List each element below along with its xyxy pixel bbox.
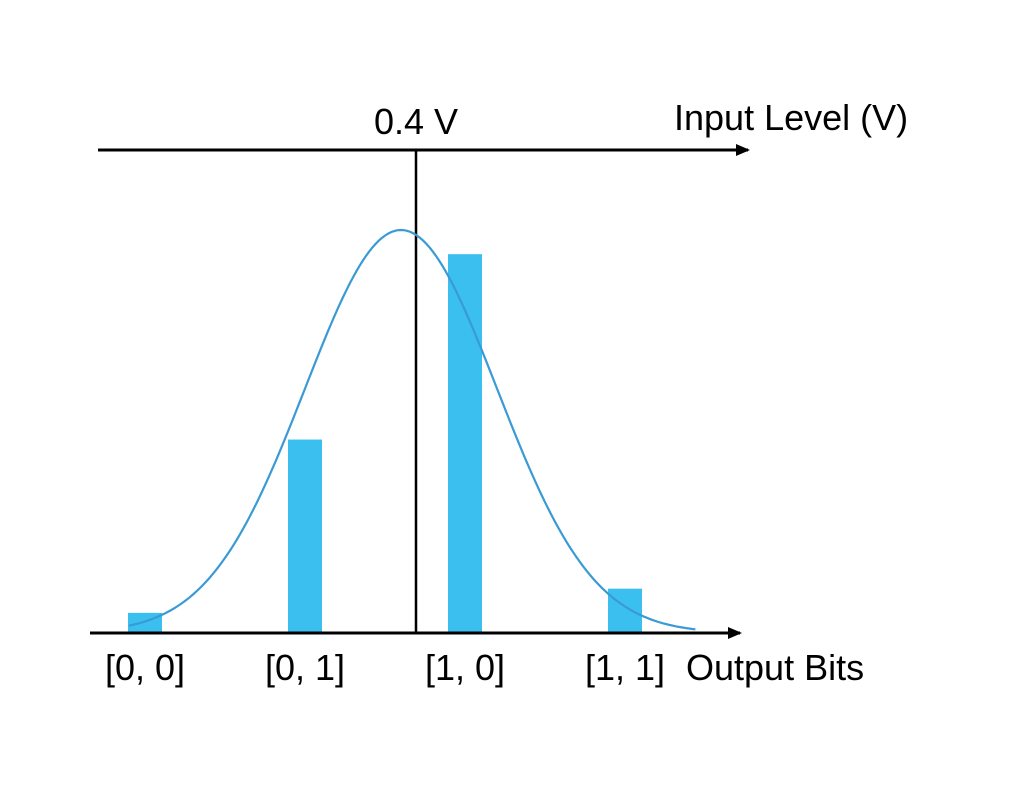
tick-label: [1, 0] — [425, 647, 505, 688]
bar — [128, 612, 162, 633]
output-bits-axis-label: Output Bits — [686, 647, 864, 688]
threshold-label: 0.4 V — [374, 101, 458, 142]
input-level-axis-label: Input Level (V) — [674, 97, 908, 138]
bar — [608, 588, 642, 633]
bar — [448, 254, 482, 633]
tick-label: [0, 0] — [105, 647, 185, 688]
bar — [288, 439, 322, 633]
bars-group — [128, 254, 642, 633]
tick-label: [1, 1] — [585, 647, 665, 688]
gaussian-curve — [128, 228, 696, 631]
tick-label: [0, 1] — [265, 647, 345, 688]
tick-labels-group: [0, 0] [0, 1] [1, 0] [1, 1] — [105, 647, 665, 688]
